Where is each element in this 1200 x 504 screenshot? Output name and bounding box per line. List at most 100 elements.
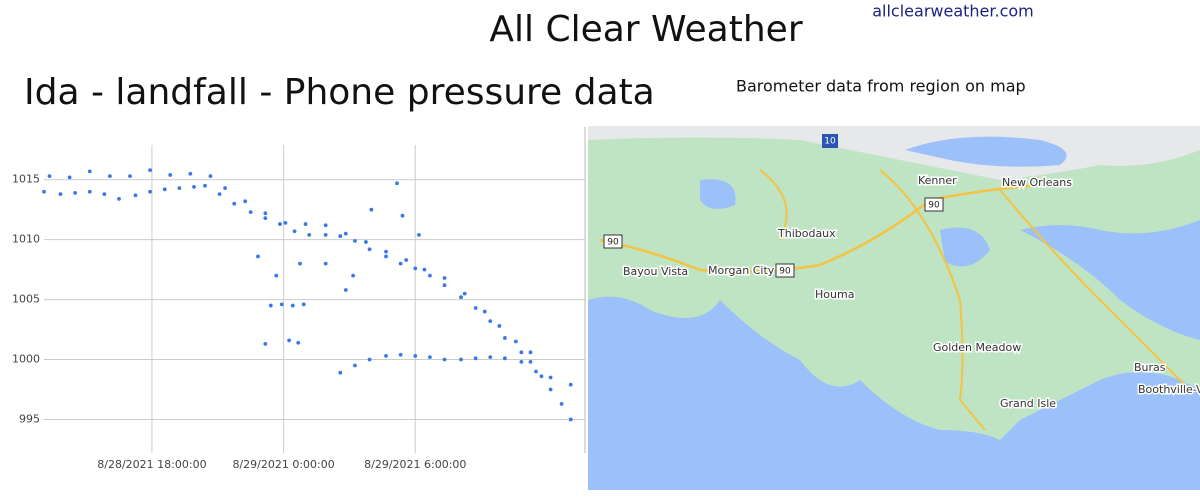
point (559, 401, 564, 406)
point (263, 342, 268, 346)
plot: 995 1000 1005 1010 1015 8/28/2021 18:00:00 8/2… (12, 127, 586, 471)
point (283, 220, 288, 225)
road (759, 169, 1191, 431)
point (528, 360, 533, 364)
point (87, 189, 92, 194)
map-label: Thibodaux (777, 227, 836, 240)
point (428, 355, 432, 360)
shield (775, 263, 795, 278)
point (162, 187, 167, 192)
point (203, 183, 207, 188)
y-tick-label: 1015 (12, 173, 40, 186)
map-caption: Barometer data from region on map (736, 77, 1026, 96)
point (67, 175, 72, 180)
point (307, 232, 312, 237)
y-tick-label: 995 (19, 412, 40, 425)
map-label: Golden Meadow (933, 341, 1021, 354)
point (513, 339, 518, 344)
point (102, 192, 107, 197)
point (369, 207, 374, 212)
point (364, 240, 368, 244)
point (188, 171, 193, 176)
site-link[interactable]: allclearweather.com (872, 2, 1034, 21)
point (568, 417, 573, 422)
point (177, 186, 182, 191)
map-label: Houma (815, 288, 854, 301)
point (442, 276, 447, 280)
point (301, 302, 306, 307)
x-tick-label: 8/29/2021 6:00:00 (364, 458, 466, 471)
point (528, 350, 533, 355)
point (459, 295, 463, 300)
map-label: Morgan City (708, 264, 775, 277)
point (133, 193, 138, 198)
shield-label: 90 (928, 201, 940, 211)
point (274, 273, 279, 278)
point (353, 363, 357, 368)
point (263, 216, 268, 220)
shield-label: 10 (824, 137, 836, 147)
point (413, 354, 418, 358)
point (208, 174, 213, 179)
point (473, 356, 478, 361)
point (117, 197, 121, 201)
point (539, 374, 544, 379)
point (519, 360, 524, 364)
point (292, 229, 297, 234)
point (398, 352, 403, 357)
y-tick-label: 1010 (12, 233, 40, 246)
point (323, 261, 328, 266)
y-tick-label: 1005 (12, 293, 40, 306)
map[interactable]: New Orleans Kenner Thibodaux Morgan City… (588, 126, 1200, 490)
point (248, 210, 253, 214)
point (353, 238, 357, 243)
point (488, 355, 493, 360)
point (168, 173, 173, 177)
map-label: Buras (1134, 361, 1166, 374)
lake (700, 179, 990, 267)
point (519, 350, 524, 355)
point (263, 211, 268, 216)
map-label: Bayou Vista (623, 265, 688, 278)
point (395, 181, 399, 186)
y-tick-label: 1000 (12, 353, 40, 366)
point (413, 266, 418, 271)
map-label: Grand Isle (1000, 397, 1056, 410)
point (323, 232, 328, 237)
point (367, 247, 372, 252)
point (384, 254, 388, 259)
point (42, 189, 46, 194)
shield (822, 134, 838, 148)
point (338, 370, 343, 375)
point (232, 201, 237, 206)
point (148, 189, 152, 194)
map-label: New Orleans (1002, 176, 1072, 189)
point (148, 168, 152, 173)
point (87, 169, 92, 174)
point (296, 340, 301, 345)
point (502, 356, 507, 361)
point (223, 186, 227, 191)
gulf (588, 296, 1200, 490)
point (442, 283, 447, 288)
point (462, 291, 467, 296)
point (128, 174, 132, 179)
point (384, 354, 388, 358)
point (338, 234, 343, 238)
point (303, 222, 308, 226)
highway (599, 183, 1041, 273)
urban-area (588, 126, 1200, 180)
point (268, 303, 273, 308)
chart-title: Ida - landfall - Phone pressure data (24, 72, 655, 113)
point (73, 191, 78, 195)
point (548, 387, 553, 392)
point (367, 357, 372, 362)
point (343, 288, 348, 292)
point (58, 192, 63, 197)
point (290, 303, 295, 308)
point (568, 382, 573, 387)
point (384, 249, 388, 254)
point (473, 306, 478, 310)
